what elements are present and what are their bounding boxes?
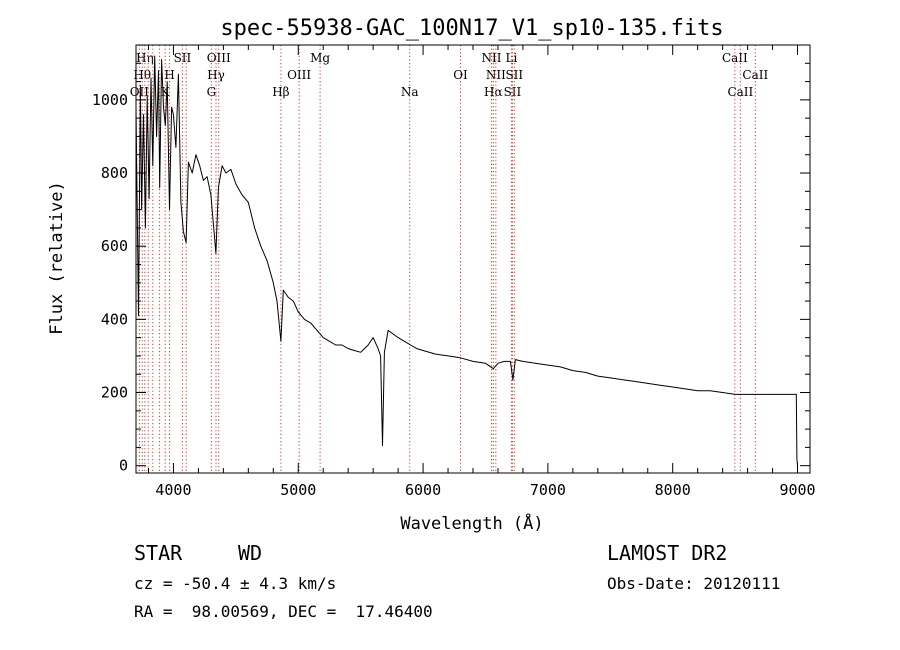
y-tick-label: 200: [101, 384, 128, 402]
line-marker-label: G: [207, 85, 217, 99]
line-marker-label: H: [164, 68, 174, 82]
survey-name: LAMOST DR2: [607, 541, 728, 565]
line-marker-label: NII: [481, 51, 501, 65]
y-tick-label: 800: [101, 164, 128, 182]
line-marker-label: SII: [504, 85, 522, 99]
x-tick-label: 5000: [280, 481, 316, 499]
line-marker-label: SII: [505, 68, 523, 82]
spectrum-line: [135, 55, 798, 466]
line-marker-label: K: [161, 85, 171, 99]
x-tick-label: 8000: [655, 481, 691, 499]
line-marker-label: NII: [486, 68, 506, 82]
y-axis-label: Flux (relative): [47, 181, 67, 335]
line-marker-label: Mg: [310, 51, 330, 65]
x-tick-label: 9000: [779, 481, 815, 499]
plot-frame: [135, 44, 811, 474]
line-marker-label: Hη: [136, 51, 154, 65]
y-tick-label: 400: [101, 310, 128, 328]
radial-velocity: cz = -50.4 ± 4.3 km/s: [134, 574, 337, 593]
y-tick-label: 1000: [92, 91, 128, 109]
y-tick-label: 0: [119, 457, 128, 475]
x-tick-label: 6000: [405, 481, 441, 499]
line-marker-label: Hθ: [133, 68, 151, 82]
y-tick-label: 600: [101, 237, 128, 255]
line-marker-label: OIII: [207, 51, 231, 65]
spectrum-chart: spec-55938-GAC_100N17_V1_sp10-135.fits O…: [47, 16, 816, 534]
axes: 4000 5000 6000 7000 8000 9000 0 200 400 600 800 100…: [92, 44, 816, 499]
x-tick-label: 4000: [155, 481, 191, 499]
line-marker-label: Na: [401, 85, 419, 99]
line-marker-label: CaII: [727, 85, 753, 99]
line-marker-label: Hβ: [272, 85, 289, 99]
line-marker-label: OI: [453, 68, 468, 82]
line-marker-label: OII: [130, 85, 150, 99]
observation-date: Obs-Date: 20120111: [607, 574, 781, 593]
line-marker-label: SII: [174, 51, 192, 65]
line-marker-label: CaII: [742, 68, 768, 82]
object-class: STAR: [134, 541, 183, 565]
line-marker-label: OIII: [287, 68, 311, 82]
sky-coordinates: RA = 98.00569, DEC = 17.46400: [134, 602, 433, 621]
spectral-line-markers: OIIHθHηKHSIIGHγOIIIHβOIIIMgNaOINIIHαNIIL…: [130, 45, 768, 473]
line-marker-label: CaII: [722, 51, 748, 65]
line-marker-label: Li: [506, 51, 518, 65]
object-subclass: WD: [238, 541, 263, 565]
x-tick-label: 7000: [530, 481, 566, 499]
line-marker-label: Hα: [484, 85, 503, 99]
line-marker-label: Hγ: [207, 68, 225, 82]
spectrum-series: [135, 55, 798, 466]
chart-title: spec-55938-GAC_100N17_V1_sp10-135.fits: [220, 16, 723, 41]
x-axis-label: Wavelength (Å): [400, 512, 543, 534]
